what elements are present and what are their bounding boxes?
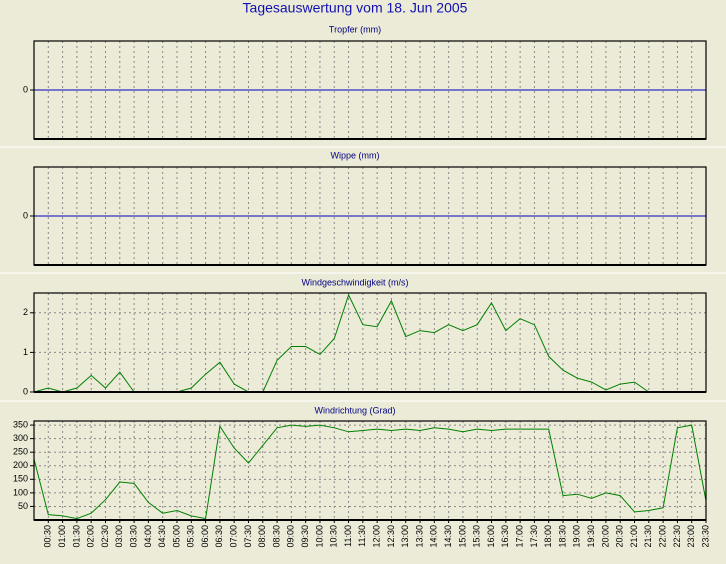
x-tick-label: 08:00 [257,525,267,548]
x-tick-label: 09:30 [300,525,310,548]
x-tick-label: 20:00 [600,525,610,548]
x-tick-label: 23:30 [700,525,710,548]
y-tick-label: 150 [13,474,28,484]
x-tick-label: 17:30 [529,525,539,548]
x-tick-label: 13:30 [414,525,424,548]
x-tick-label: 19:30 [586,525,596,548]
x-tick-label: 21:30 [643,525,653,548]
x-tick-label: 19:00 [572,525,582,548]
x-tick-label: 10:00 [314,525,324,548]
x-tick-label: 15:30 [472,525,482,548]
x-tick-label: 20:30 [615,525,625,548]
x-tick-label: 08:30 [271,525,281,548]
x-tick-label: 12:00 [372,525,382,548]
x-tick-label: 10:30 [329,525,339,548]
x-tick-label: 00:30 [43,525,53,548]
x-tick-label: 01:00 [57,525,67,548]
x-tick-label: 17:00 [515,525,525,548]
page-title: Tagesauswertung vom 18. Jun 2005 [243,0,468,16]
x-tick-label: 03:00 [114,525,124,548]
x-tick-label: 21:00 [629,525,639,548]
data-line [33,424,707,520]
x-tick-label: 16:00 [486,525,496,548]
y-tick-label: 1 [23,347,28,357]
panel-title: Windgeschwindigkeit (m/s) [301,277,408,287]
x-tick-label: 22:30 [672,525,682,548]
y-tick-label: 300 [13,433,28,443]
y-tick-label: 2 [23,307,28,317]
x-tick-label: 18:00 [543,525,553,548]
x-tick-label: 11:30 [357,525,367,547]
x-tick-label: 15:00 [457,525,467,548]
panel-title: Wippe (mm) [331,150,380,160]
x-tick-label: 03:30 [128,525,138,548]
x-tick-label: 02:30 [100,525,110,548]
x-tick-label: 23:00 [686,525,696,548]
panel-title: Windrichtung (Grad) [314,405,395,415]
y-tick-label: 250 [13,447,28,457]
x-tick-label: 07:00 [229,525,239,548]
y-tick-label: 100 [13,487,28,497]
x-tick-label: 01:30 [71,525,81,548]
y-tick-label: 0 [23,210,28,220]
x-tick-label: 09:00 [286,525,296,548]
x-tick-label: 14:00 [429,525,439,548]
y-tick-label: 50 [18,501,28,511]
x-tick-label: 06:30 [214,525,224,548]
y-tick-label: 200 [13,460,28,470]
panel-title: Tropfer (mm) [329,24,381,34]
y-tick-label: 350 [13,419,28,429]
x-tick-label: 04:30 [157,525,167,548]
x-tick-label: 02:00 [86,525,96,548]
x-tick-label: 06:00 [200,525,210,548]
x-tick-label: 16:30 [500,525,510,548]
y-tick-label: 0 [23,84,28,94]
x-tick-label: 04:00 [143,525,153,548]
y-tick-label: 0 [23,386,28,396]
x-tick-label: 12:30 [386,525,396,548]
x-tick-label: 14:30 [443,525,453,548]
x-tick-label: 11:00 [343,525,353,547]
x-tick-label: 18:30 [557,525,567,548]
x-tick-label: 05:00 [171,525,181,548]
x-tick-label: 05:30 [186,525,196,548]
x-tick-label: 07:30 [243,525,253,548]
x-tick-label: 22:00 [657,525,667,548]
x-tick-label: 13:00 [400,525,410,548]
